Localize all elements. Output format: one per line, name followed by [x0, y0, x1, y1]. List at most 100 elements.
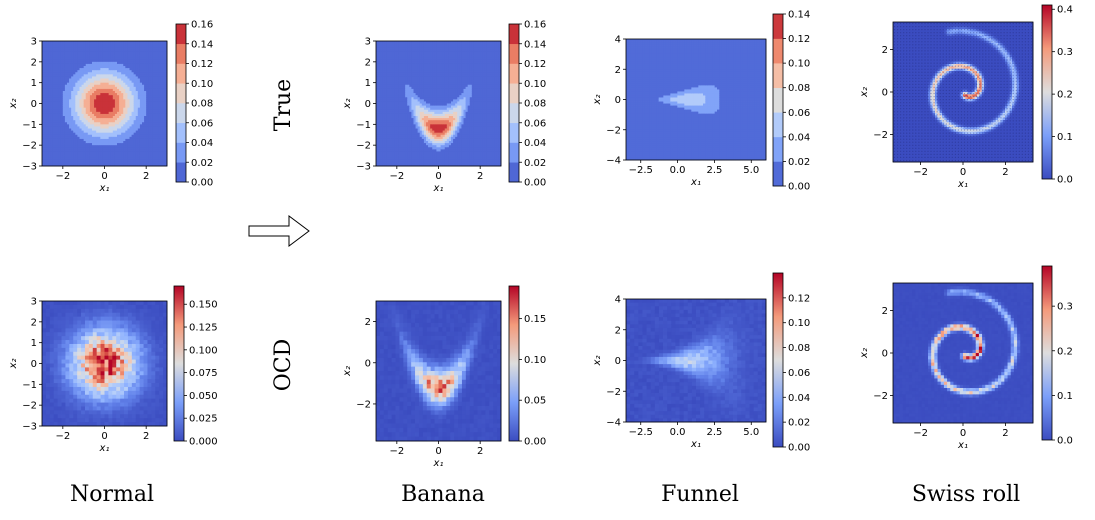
panel-true-funnel: −2.5 0.0 2.5 5.0 −4 −2 0 2 4 x₁ x₂ 0.00 0.02 0.04 0.06…: [592, 10, 810, 193]
x-tick-label: −2: [55, 431, 70, 442]
heat-field: [626, 299, 767, 423]
colorbar: 0.000 0.025 0.050 0.075 0.100 0.125 0.150: [173, 285, 218, 448]
x-tick-label: −2: [913, 167, 928, 178]
y-tick-label: 2: [31, 57, 37, 68]
x-axis-label: x₁: [957, 440, 968, 451]
y-tick-label: 0: [615, 356, 621, 367]
colorbar-tick-label: 0.12: [191, 59, 213, 70]
y-tick-label: 2: [615, 325, 621, 336]
x-tick-label: 5.0: [743, 427, 759, 438]
x-tick-label: 2: [477, 446, 483, 457]
y-tick-label: −2: [606, 125, 621, 136]
y-tick-label: 2: [615, 65, 621, 76]
y-tick-label: 2: [882, 306, 888, 317]
colorbar: 0.0 0.1 0.2 0.3 0.4: [1041, 4, 1073, 186]
x-tick-label: 0.0: [670, 427, 686, 438]
colorbar-tick-label: 0.15: [524, 314, 546, 325]
y-axis-label: x₂: [8, 99, 19, 110]
colorbar-tick-label: 0.04: [788, 393, 810, 404]
y-tick-label: 0: [882, 349, 888, 360]
x-tick-label: 2: [143, 171, 149, 182]
colorbar-tick-label: 0.04: [191, 138, 213, 149]
x-tick-label: 2: [477, 171, 483, 182]
y-tick-label: −2: [873, 130, 888, 141]
row-label-true: True: [271, 79, 296, 131]
grid-dots: [893, 22, 1033, 162]
colorbar-tick-label: 0.12: [524, 59, 546, 70]
x-tick-label: −2: [389, 171, 404, 182]
y-tick-label: 1: [365, 78, 371, 89]
x-tick-label: −2.5: [629, 427, 653, 438]
colorbar-tick-label: 0.10: [191, 79, 213, 90]
heat-field: [626, 39, 767, 161]
colorbar-tick-label: 0.3: [1057, 302, 1073, 313]
panel-ocd-funnel: −2.5 0.0 2.5 5.0 −4 −2 0 2 4 x₁ x₂ 0.00 0.02 0.04 0.06…: [592, 272, 810, 454]
y-tick-label: −4: [606, 418, 621, 429]
y-tick-label: −3: [22, 162, 37, 173]
x-tick-label: −2: [913, 428, 928, 439]
panel-ocd-normal: −2 0 2−3−2−10123x₁x₂0.0000.0250.0500.0750.…: [8, 285, 218, 454]
colorbar-tick-label: 0.06: [788, 108, 810, 119]
y-tick-label: 1: [31, 338, 37, 349]
x-axis-label: x₁: [690, 439, 701, 450]
colorbar-tick-label: 0.05: [524, 396, 546, 407]
colorbar-tick-label: 0.2: [1057, 90, 1073, 101]
colorbar-tick-label: 0.00: [524, 437, 546, 448]
colorbar-tick-label: 0.0: [1057, 436, 1073, 447]
x-tick-label: 0: [435, 171, 441, 182]
colorbar-tick-label: 0.14: [191, 39, 213, 50]
colorbar-tick-label: 0.06: [191, 118, 213, 129]
colorbar-tick-label: 0.10: [788, 59, 810, 70]
colorbar: 0.00 0.05 0.10 0.15: [508, 285, 546, 448]
x-tick-label: 0: [101, 171, 107, 182]
heat-field: [893, 22, 1034, 163]
y-axis-label: x₂: [592, 95, 603, 106]
colorbar-tick-label: 0.1: [1057, 391, 1073, 402]
colorbar-tick-label: 0.0: [1057, 175, 1073, 186]
y-tick-label: −1: [356, 120, 371, 131]
y-tick-label: −2: [22, 401, 37, 412]
colorbar-tick-label: 0.06: [524, 118, 546, 129]
colorbar-tick-label: 0.150: [189, 300, 218, 311]
colorbar-tick-label: 0.3: [1057, 47, 1073, 58]
colorbar-tick-label: 0.4: [1057, 5, 1073, 16]
column-label-funnel: Funnel: [661, 482, 739, 507]
heat-field: [893, 283, 1034, 424]
x-tick-label: 2: [1002, 428, 1008, 439]
colorbar: 0.00 0.02 0.04 0.06 0.08 0.10 0.12: [772, 272, 810, 454]
y-tick-label: −2: [873, 391, 888, 402]
colorbar-tick-label: 0.025: [189, 414, 218, 425]
colorbar-tick-label: 0.10: [524, 355, 546, 366]
panel-ocd-banana: −2 0 2 −2 0 2 x₁ x₂ 0.00 0.05 0.10 0.15: [342, 285, 546, 469]
colorbar-tick-label: 0.10: [524, 79, 546, 90]
y-tick-label: −2: [356, 399, 371, 410]
y-tick-label: 1: [31, 78, 37, 89]
y-tick-label: 0: [365, 358, 371, 369]
y-axis-label: x₂: [859, 87, 870, 98]
panel-ocd-swissroll: −2 0 2 −2 0 2 x₁ x₂ 0.0 0.1 0.2 0.3: [859, 265, 1073, 451]
panel-true-banana: −2 0 2−3−2−10123x₁x₂0.000.020.040.060.080.…: [342, 20, 546, 195]
colorbar-tick-label: 0.06: [788, 368, 810, 379]
x-axis-label: x₁: [99, 183, 110, 194]
x-tick-label: 0.0: [670, 165, 686, 176]
y-tick-label: 3: [365, 37, 371, 48]
colorbar-tick-label: 0.02: [788, 157, 810, 168]
colorbar-tick-label: 0.125: [189, 323, 218, 334]
colorbar-tick-label: 0.075: [189, 368, 218, 379]
y-tick-label: −2: [606, 387, 621, 398]
column-label-banana: Banana: [401, 482, 485, 507]
y-tick-label: −2: [22, 141, 37, 152]
colorbar-tick-label: 0.08: [788, 83, 810, 94]
x-tick-label: −2.5: [629, 165, 653, 176]
x-tick-label: 0: [101, 431, 107, 442]
y-tick-label: −2: [356, 141, 371, 152]
y-tick-label: 0: [31, 359, 37, 370]
right-arrow-icon: [248, 215, 310, 247]
x-tick-label: 2.5: [706, 427, 722, 438]
x-tick-label: 0: [960, 167, 966, 178]
colorbar-tick-label: 0.2: [1057, 346, 1073, 357]
x-tick-label: 5.0: [743, 165, 759, 176]
x-axis-label: x₁: [433, 183, 444, 194]
y-tick-label: −3: [356, 162, 371, 173]
x-axis-label: x₁: [99, 443, 110, 454]
